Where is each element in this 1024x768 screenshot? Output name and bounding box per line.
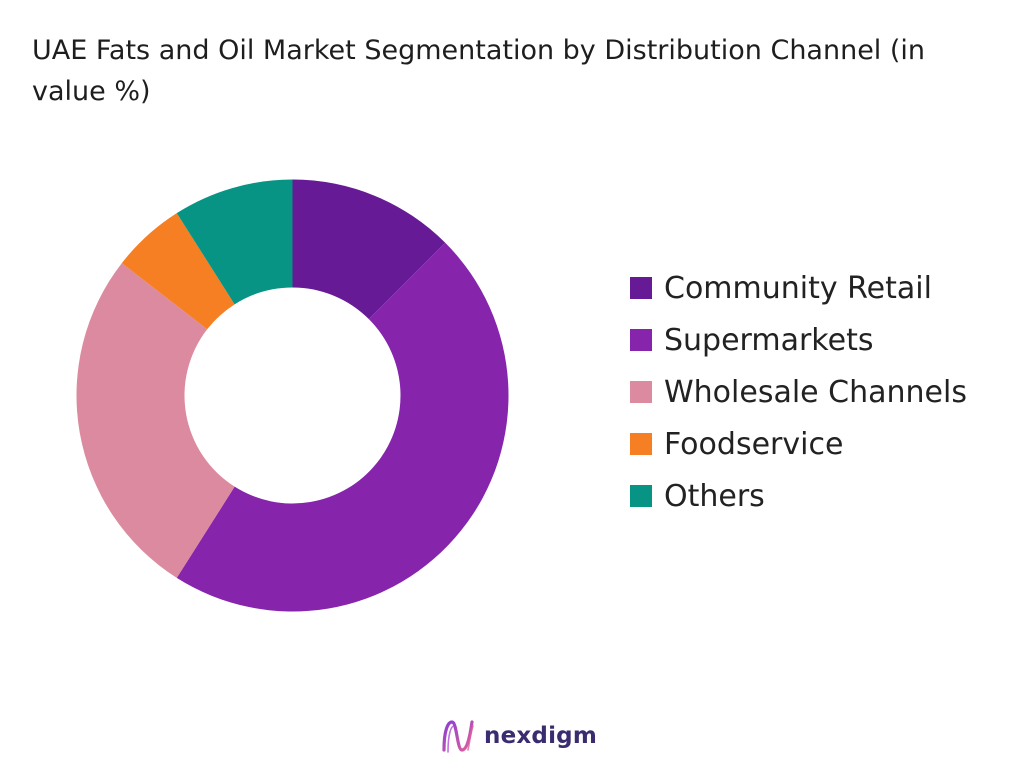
legend-swatch-wholesale-channels (630, 381, 652, 403)
legend-item-supermarkets: Supermarkets (630, 314, 967, 366)
donut-slice-wholesale-channels (76, 263, 235, 578)
legend-swatch-supermarkets (630, 329, 652, 351)
donut-slice-supermarkets (176, 242, 509, 612)
legend-swatch-others (630, 485, 652, 507)
donut-slice-foodservice (121, 213, 235, 330)
chart-title: UAE Fats and Oil Market Segmentation by … (32, 35, 926, 107)
donut-slice-community-retail (292, 179, 446, 320)
chart-legend: Community Retail Supermarkets Wholesale … (630, 262, 967, 522)
legend-label-others: Others (664, 478, 765, 514)
legend-swatch-community-retail (630, 277, 652, 299)
legend-item-wholesale-channels: Wholesale Channels (630, 366, 967, 418)
legend-item-community-retail: Community Retail (630, 262, 967, 314)
brand-name: nexdigm (484, 723, 597, 749)
legend-item-foodservice: Foodservice (630, 418, 967, 470)
legend-item-others: Others (630, 470, 967, 522)
legend-label-wholesale-channels: Wholesale Channels (664, 374, 967, 410)
brand-logo: nexdigm (440, 716, 597, 756)
legend-label-community-retail: Community Retail (664, 270, 932, 306)
legend-swatch-foodservice (630, 433, 652, 455)
legend-label-foodservice: Foodservice (664, 426, 844, 462)
nexdigm-logo-icon (442, 720, 474, 753)
legend-label-supermarkets: Supermarkets (664, 322, 874, 358)
donut-slice-others (176, 179, 293, 305)
donut-chart (76, 179, 509, 612)
